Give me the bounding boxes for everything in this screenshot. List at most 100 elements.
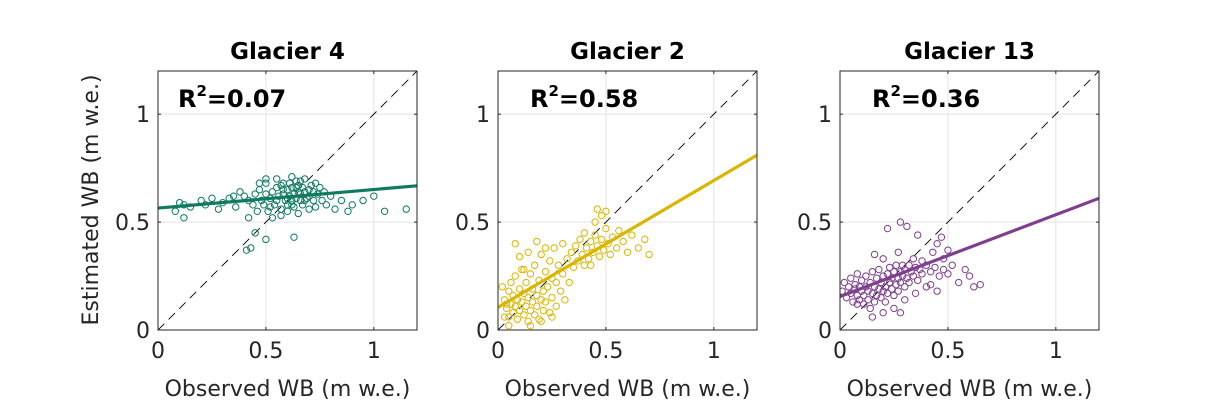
scatter-point <box>567 248 576 257</box>
scatter-point <box>914 231 922 239</box>
scatter-point <box>879 287 887 295</box>
scatter-point <box>909 255 918 263</box>
scatter-point <box>561 296 569 304</box>
scatter-point <box>901 296 909 304</box>
scatter-point <box>879 255 887 263</box>
scatter-point <box>955 278 963 287</box>
scatter-point <box>860 291 868 300</box>
scatter-point <box>253 207 261 215</box>
scatter-point <box>533 291 541 300</box>
scatter-point <box>559 239 567 248</box>
scatter-point <box>537 317 545 326</box>
y-tick-label: 1 <box>476 103 490 128</box>
scatter-point <box>283 207 292 215</box>
x-tick-label: 0 <box>151 339 165 364</box>
scatter-point <box>522 302 530 310</box>
scatter-point <box>862 272 870 280</box>
scatter-point <box>905 278 913 287</box>
scatter-point <box>249 201 257 209</box>
x-tick-label: 0.5 <box>248 339 283 364</box>
scatter-point <box>546 257 554 265</box>
scatter-point <box>905 261 913 269</box>
scatter-point <box>288 173 296 181</box>
scatter-point <box>535 315 543 323</box>
scatter-point <box>511 302 519 310</box>
scatter-point <box>929 248 937 257</box>
scatter-point <box>890 291 898 300</box>
scatter-point <box>214 205 223 213</box>
scatter-point <box>307 181 315 190</box>
r2-annotation: R2=0.58 <box>530 82 638 113</box>
scatter-point <box>866 304 874 313</box>
scatter-point <box>518 298 526 306</box>
r2-annotation: R2=0.07 <box>178 82 286 113</box>
scatter-point <box>597 235 606 244</box>
x-axis-label: Observed WB (m w.e.) <box>165 377 411 402</box>
scatter-point <box>935 272 943 280</box>
scatter-point <box>933 239 941 248</box>
scatter-point <box>305 205 313 213</box>
scatter-point <box>348 201 356 209</box>
scatter-point <box>868 268 877 276</box>
scatter-point <box>524 293 532 302</box>
y-tick-label: 1 <box>818 103 832 128</box>
fit-line <box>498 153 757 309</box>
scatter-point <box>318 196 326 205</box>
scatter-point <box>552 302 560 310</box>
scatter-point <box>301 196 309 205</box>
scatter-point <box>864 287 872 295</box>
x-tick-label: 0.5 <box>588 339 623 364</box>
scatter-point <box>623 248 632 257</box>
scatter-point <box>641 235 649 244</box>
scatter-point <box>918 270 926 278</box>
fit-line <box>158 184 417 210</box>
scatter-point <box>851 280 859 289</box>
scatter-point <box>337 196 346 205</box>
scatter-point <box>507 278 515 287</box>
y-tick-label: 0 <box>818 319 832 344</box>
scatter-point <box>279 186 287 194</box>
scatter-point <box>229 192 238 200</box>
scatter-point <box>888 285 896 293</box>
x-tick-label: 0.5 <box>930 339 965 364</box>
scatter-point <box>264 207 272 215</box>
scatter-point <box>857 276 866 285</box>
scatter-point <box>548 313 556 321</box>
scatter-point <box>944 270 952 278</box>
scatter-point <box>840 278 849 287</box>
scatter-point <box>872 291 881 300</box>
scatter-point <box>290 233 298 241</box>
scatter-point <box>505 321 513 330</box>
scatter-point <box>926 268 935 276</box>
scatter-point <box>903 274 911 282</box>
scatter-point <box>926 280 935 289</box>
scatter-point <box>879 309 887 317</box>
scatter-point <box>292 183 300 192</box>
scatter-point <box>522 278 530 287</box>
x-tick-label: 0 <box>833 339 847 364</box>
scatter-point <box>550 244 558 252</box>
scatter-point <box>309 196 318 205</box>
scatter-point <box>331 205 339 213</box>
scatter-point <box>844 283 853 291</box>
scatter-point <box>868 289 877 298</box>
y-tick-label: 0 <box>476 319 490 344</box>
scatter-point <box>970 283 978 291</box>
scatter-point <box>619 237 627 246</box>
scatter-point <box>526 306 535 315</box>
scatter-point <box>247 244 255 252</box>
scatter-point <box>370 192 378 200</box>
scatter-point <box>232 203 240 211</box>
scatter-point <box>268 214 277 222</box>
scatter-point <box>505 287 513 295</box>
scatter-point <box>298 201 307 209</box>
scatter-point <box>526 321 535 330</box>
scatter-point <box>294 181 302 190</box>
scatter-point <box>868 313 877 321</box>
panel-3: 0 0.5 1 0 0.5 1 Glacier 13 Observed WB (m w.e.)… <box>797 39 1100 402</box>
scatter-point <box>628 231 636 239</box>
scatter-point <box>509 309 517 317</box>
scatter-point <box>896 218 905 226</box>
chart-title: Glacier 4 <box>230 39 345 65</box>
scatter-point <box>552 278 560 287</box>
